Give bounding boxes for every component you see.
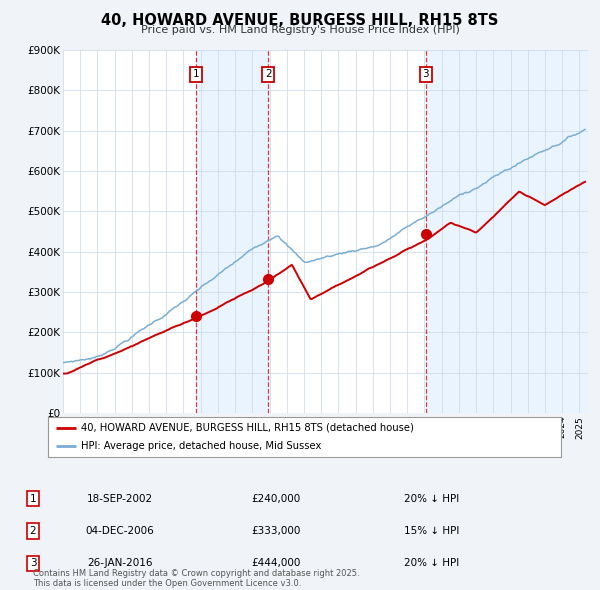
- Text: 2: 2: [265, 70, 271, 79]
- Text: 3: 3: [29, 559, 37, 568]
- Text: Contains HM Land Registry data © Crown copyright and database right 2025.
This d: Contains HM Land Registry data © Crown c…: [33, 569, 359, 588]
- Text: 15% ↓ HPI: 15% ↓ HPI: [404, 526, 460, 536]
- Bar: [196, 50, 268, 413]
- Text: 40, HOWARD AVENUE, BURGESS HILL, RH15 8TS (detached house): 40, HOWARD AVENUE, BURGESS HILL, RH15 8T…: [82, 423, 414, 433]
- Text: Price paid vs. HM Land Registry's House Price Index (HPI): Price paid vs. HM Land Registry's House …: [140, 25, 460, 35]
- Bar: [425, 50, 588, 413]
- Text: 20% ↓ HPI: 20% ↓ HPI: [404, 559, 460, 568]
- Text: 3: 3: [422, 70, 429, 79]
- Text: 1: 1: [29, 494, 37, 503]
- Text: 18-SEP-2002: 18-SEP-2002: [87, 494, 153, 503]
- Text: 2: 2: [29, 526, 37, 536]
- Text: £333,000: £333,000: [251, 526, 301, 536]
- Text: 1: 1: [193, 70, 199, 79]
- Text: 20% ↓ HPI: 20% ↓ HPI: [404, 494, 460, 503]
- Text: HPI: Average price, detached house, Mid Sussex: HPI: Average price, detached house, Mid …: [82, 441, 322, 451]
- Text: 40, HOWARD AVENUE, BURGESS HILL, RH15 8TS: 40, HOWARD AVENUE, BURGESS HILL, RH15 8T…: [101, 13, 499, 28]
- Text: 04-DEC-2006: 04-DEC-2006: [86, 526, 154, 536]
- Text: £240,000: £240,000: [251, 494, 301, 503]
- Text: 26-JAN-2016: 26-JAN-2016: [87, 559, 153, 568]
- Text: £444,000: £444,000: [251, 559, 301, 568]
